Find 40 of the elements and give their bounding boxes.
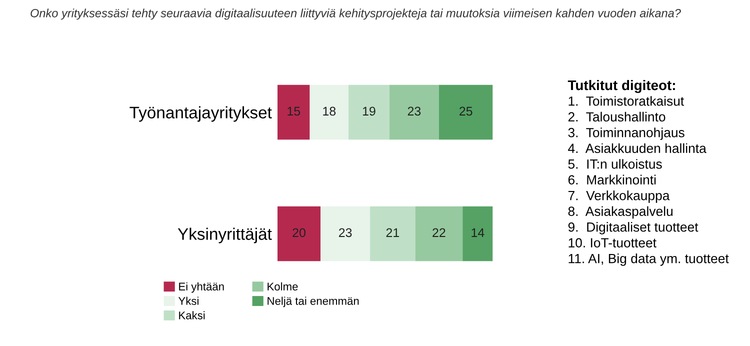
legend-label: Yksi (178, 296, 198, 305)
y-tick-label: Yksinyrittäjät (178, 228, 272, 244)
text: 11. AI, Big data ym. tuotteet (568, 254, 729, 266)
bar (278, 206, 321, 262)
text: 9. Digitaaliset tuotteet (568, 222, 698, 234)
text: 6. Markkinointi (568, 174, 656, 184)
bar (348, 84, 390, 140)
data-label: 20 (292, 228, 306, 238)
bar (310, 84, 349, 140)
legend-label: Ei yhtään (179, 282, 224, 293)
text: 10. IoT-tuotteet (568, 238, 656, 248)
text: 1. Toimistoratkaisut (568, 96, 684, 106)
bar (438, 84, 493, 140)
y-tick-label: Työnantajayritykset (130, 106, 272, 122)
text: 2. Taloushallinto (568, 112, 666, 122)
data-label: 14 (472, 228, 484, 237)
text: 3. Toiminnanohjaus (568, 128, 684, 140)
data-label: 25 (460, 106, 472, 116)
text: 5. IT:n ulkoistus (568, 159, 662, 169)
bar (320, 206, 370, 262)
text: 8. Asiakaspalvelu (568, 206, 672, 219)
legend-label: Neljä tai enemmän (268, 296, 359, 308)
text: Tutkitut digiteot: (568, 80, 675, 94)
text: 7. Verkkokauppa (568, 190, 670, 203)
bar (462, 206, 493, 262)
bar (415, 206, 463, 262)
data-label: 21 (386, 228, 399, 237)
chart-title: Onko yrityksessäsi tehty seuraavia digitaalisuuteen liittyviä kehitysprojekteja tai muutoksia viimeisen kahden vuoden aikana? (30, 8, 681, 20)
data-label: 23 (338, 228, 352, 238)
data-label: 23 (408, 106, 421, 116)
bar (370, 206, 416, 262)
legend-label: Kolme (268, 282, 298, 290)
data-label: 22 (432, 228, 446, 237)
legend-label: Kaksi (179, 311, 205, 320)
data-label: 15 (288, 106, 300, 116)
text: 4. Asiakkuuden hallinta (568, 143, 706, 154)
data-label: 19 (362, 106, 376, 116)
bar (278, 84, 310, 140)
data-label: 18 (323, 106, 336, 116)
bar (389, 84, 439, 140)
